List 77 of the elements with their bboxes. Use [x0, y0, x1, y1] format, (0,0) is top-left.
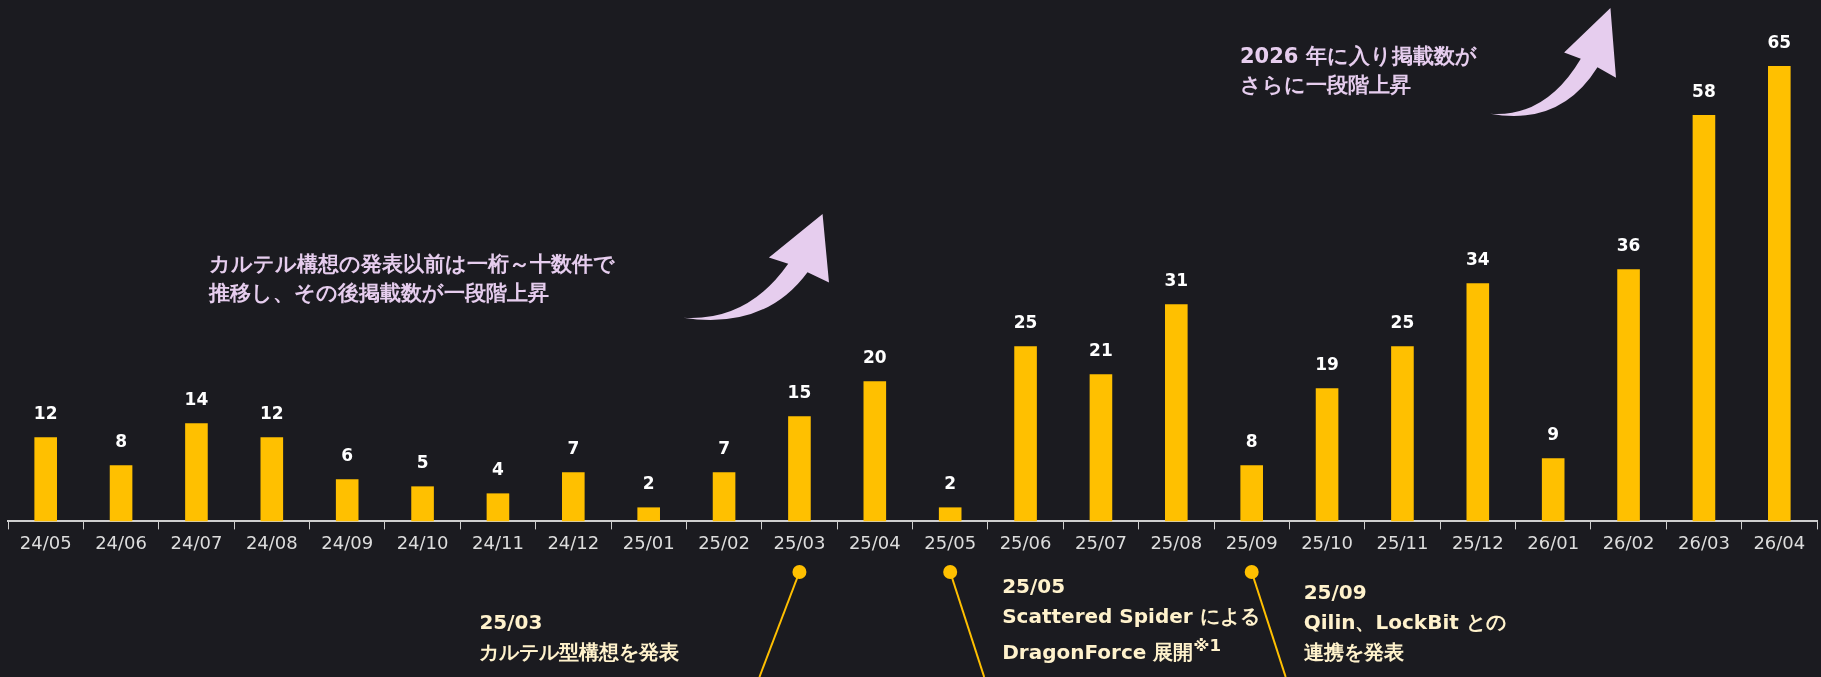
- bar: [938, 507, 962, 522]
- text: 25/05 Scattered Spider による DragonForce 展開$^{※1}$: [1002, 573, 1261, 666]
- data-label: 2: [642, 473, 655, 494]
- data-label: 25: [1390, 312, 1415, 333]
- data-label: 8: [1245, 431, 1258, 452]
- data-label: 15: [787, 382, 812, 403]
- bar: [562, 472, 585, 522]
- x-tick-label: 24/08: [245, 531, 298, 553]
- bar: [1089, 374, 1113, 522]
- bar: [34, 437, 57, 522]
- bar: [1617, 269, 1640, 522]
- bar: [1768, 66, 1791, 522]
- x-tick-label: 24/09: [321, 531, 374, 553]
- data-label: 4: [492, 459, 505, 480]
- data-label: 7: [567, 438, 580, 459]
- x-tick-label: 24/10: [396, 531, 449, 553]
- data-label: 2: [944, 473, 957, 494]
- bar: [1466, 283, 1490, 522]
- x-tick-label: 26/02: [1602, 531, 1655, 553]
- x-tick-label: 25/08: [1150, 531, 1203, 553]
- x-tick-label: 25/09: [1225, 531, 1278, 553]
- data-label: 25: [1013, 312, 1038, 333]
- bar: [1240, 465, 1263, 522]
- data-label: 21: [1089, 340, 1113, 361]
- x-tick-label: 25/03: [773, 531, 826, 553]
- x-tick-label: 25/02: [698, 531, 750, 553]
- bar: [863, 381, 887, 522]
- data-label: 31: [1164, 270, 1189, 291]
- x-tick-label: 24/12: [547, 531, 600, 553]
- data-label: 20: [862, 347, 887, 368]
- bar: [486, 493, 510, 522]
- data-label: 5: [416, 452, 429, 473]
- bar: [335, 479, 359, 522]
- bar: [1165, 304, 1188, 522]
- data-label: 9: [1547, 424, 1560, 445]
- data-label: 8: [115, 431, 127, 452]
- bar: [1541, 458, 1565, 522]
- bar: [637, 507, 660, 522]
- bar: [1315, 388, 1339, 522]
- bar: [109, 465, 133, 522]
- bar: [712, 472, 736, 522]
- data-label: 6: [341, 445, 354, 466]
- x-tick-label: 25/11: [1376, 531, 1429, 553]
- bar: [185, 423, 208, 522]
- data-label: 14: [184, 389, 209, 410]
- x-tick-label: 24/07: [170, 531, 223, 553]
- x-tick-label: 25/06: [999, 531, 1052, 553]
- x-tick-label: 25/10: [1301, 531, 1353, 553]
- data-label: 12: [259, 403, 284, 424]
- x-tick-label: 24/05: [19, 531, 72, 553]
- x-tick-label: 25/05: [924, 531, 977, 553]
- data-label: 58: [1692, 80, 1716, 101]
- bar: [1692, 115, 1716, 522]
- x-tick-label: 26/03: [1678, 531, 1730, 553]
- x-tick-label: 25/07: [1075, 531, 1127, 553]
- data-label: 7: [718, 438, 730, 459]
- bar: [411, 486, 434, 522]
- x-tick-label: 26/04: [1753, 531, 1806, 553]
- data-label: 19: [1315, 354, 1339, 375]
- text: 25/09 Qilin、LockBit との連携を発表: [1303, 579, 1507, 666]
- data-label: 65: [1767, 31, 1792, 52]
- x-tick-label: 25/01: [622, 531, 675, 553]
- bar: [1391, 346, 1414, 522]
- x-tick-label: 25/12: [1451, 531, 1504, 553]
- bar: [1014, 346, 1037, 522]
- annotation: カルテル構想の発表以前は一桁～十数件で推移し、その後掲載数が一段階上昇: [209, 251, 616, 307]
- x-tick-label: 24/06: [95, 531, 147, 553]
- data-label: 34: [1465, 249, 1490, 270]
- annotation: 2026 年に入り掲載数がさらに一段階上昇: [1240, 43, 1478, 99]
- data-label: 36: [1616, 235, 1641, 256]
- bar: [260, 437, 284, 522]
- x-tick-label: 24/11: [472, 531, 524, 553]
- x-tick-label: 26/01: [1527, 531, 1580, 553]
- bar: [788, 416, 811, 522]
- x-tick-label: 25/04: [848, 531, 901, 553]
- data-label: 12: [33, 403, 58, 424]
- text: 25/03 カルテル型構想を発表: [479, 609, 681, 666]
